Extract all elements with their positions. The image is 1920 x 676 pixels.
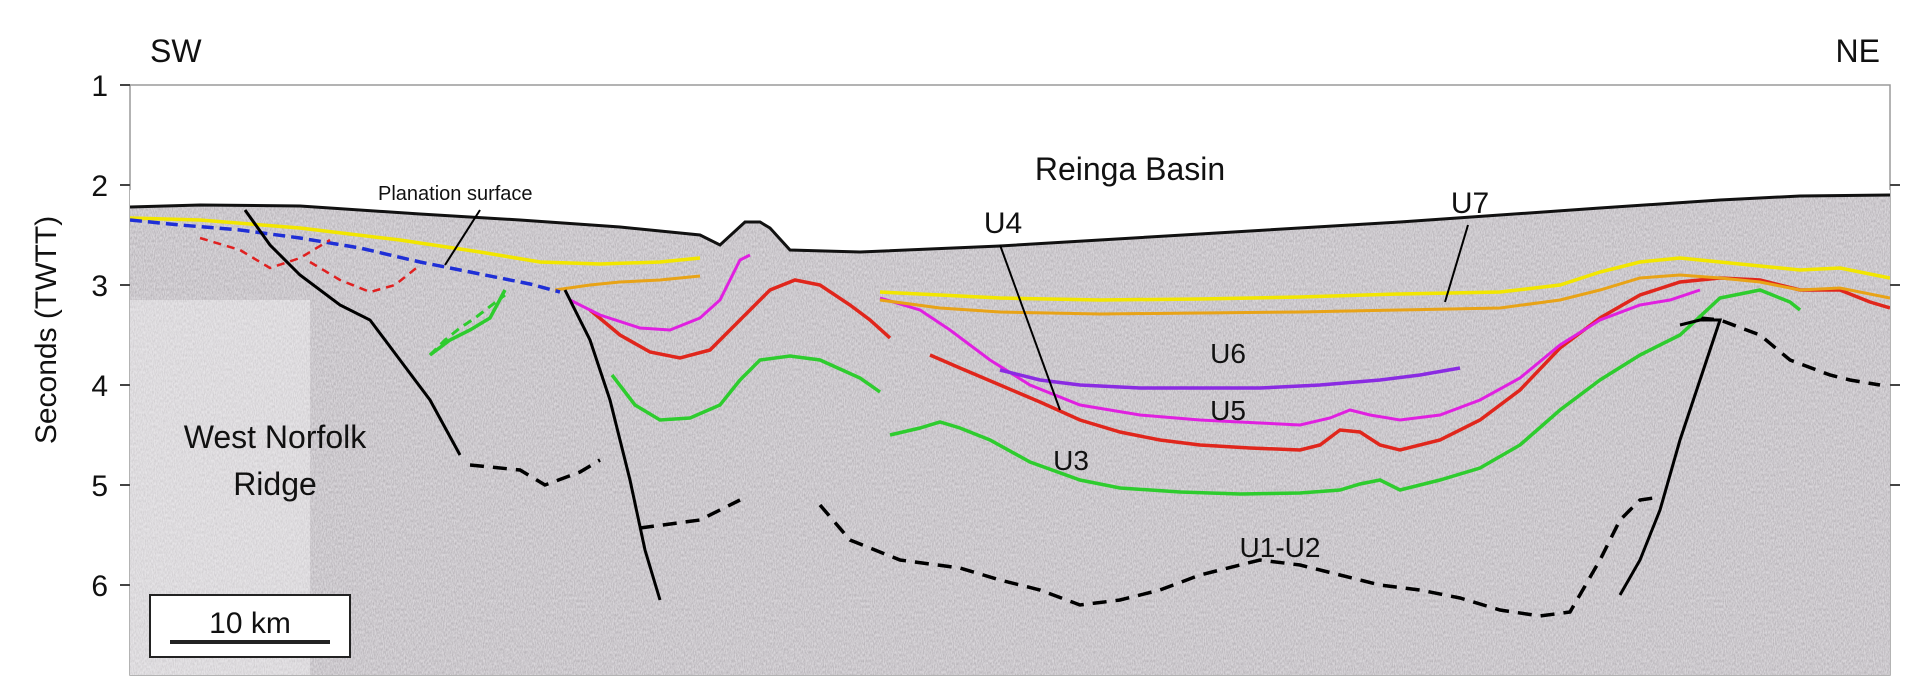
basement-dashed-line (469, 316, 1881, 618)
unit-u1-u2-label: U1-U2 (1240, 532, 1321, 563)
y-tick-5: 5 (91, 470, 108, 503)
yellow-horizon (130, 216, 1890, 302)
orientation-sw: SW (150, 33, 202, 69)
orange-horizon (554, 273, 1890, 316)
west-norfolk-label-line1: West Norfolk (184, 419, 368, 455)
reinga-basin-label: Reinga Basin (1035, 151, 1225, 187)
planation-surface-label: Planation surface (378, 183, 533, 205)
y-tick-4: 4 (91, 370, 108, 403)
seafloor-line (130, 193, 1890, 254)
y-axis-label: Seconds (TWTT) (30, 216, 63, 444)
fault-central (563, 289, 662, 601)
unit-u5-label: U5 (1210, 395, 1246, 426)
u4-leader-line (999, 244, 1061, 411)
west-norfolk-label-line2: Ridge (233, 466, 317, 502)
unit-u3-label: U3 (1053, 445, 1089, 476)
unit-u7-label: U7 (1451, 187, 1489, 220)
y-tick-3: 3 (91, 270, 108, 303)
red-dashed-channels (199, 236, 421, 294)
fault-west (243, 209, 462, 456)
y-axis-ticks (120, 84, 1900, 586)
y-tick-6: 6 (91, 570, 108, 603)
planation-leader-line (444, 209, 481, 266)
y-tick-2: 2 (91, 170, 108, 203)
planation-surface-line (130, 218, 561, 294)
unit-u6-label: U6 (1210, 338, 1246, 369)
unit-u4-label: U4 (984, 207, 1022, 240)
scale-bar-label: 10 km (209, 607, 291, 640)
green-horizon (428, 288, 1802, 496)
y-tick-1: 1 (91, 70, 108, 103)
fault-east (1618, 318, 1723, 596)
scale-bar (149, 594, 351, 658)
purple-horizon (999, 366, 1461, 390)
orientation-ne: NE (1836, 33, 1880, 69)
u7-leader-line (1444, 224, 1469, 303)
